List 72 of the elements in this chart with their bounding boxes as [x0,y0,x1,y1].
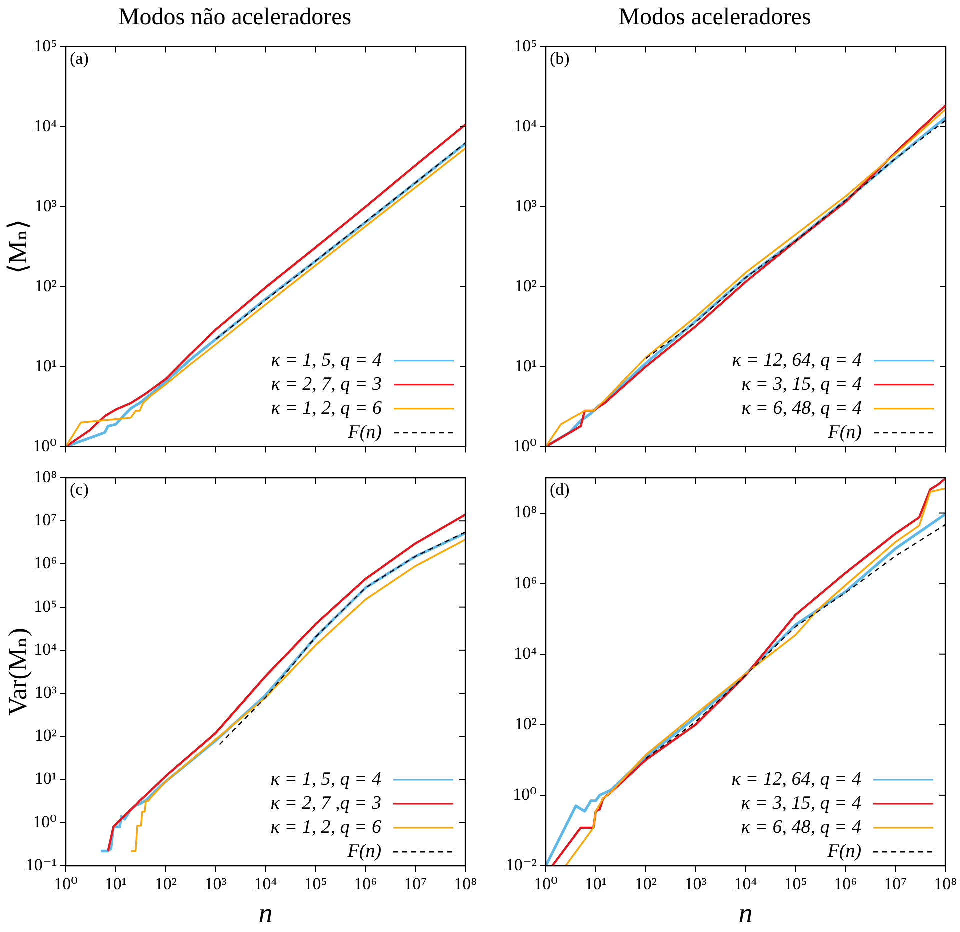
y-axis-title: Var(Mₙ) [3,628,32,716]
legend-label: F(n) [346,841,382,862]
x-axis-title: n [258,898,273,930]
x-tick-label: 10⁵ [784,874,808,894]
y-tick-label: 10⁵ [34,596,58,616]
y-tick-label: 10² [514,714,537,734]
y-tick-label: 10³ [514,196,537,216]
y-tick-label: 10⁷ [34,510,58,530]
x-tick-label: 10¹ [104,874,127,894]
chart-title: Modos aceleradores [618,4,812,31]
y-tick-label: 10⁸ [34,467,58,486]
y-tick-label: 10² [514,276,537,296]
y-tick-label: 10⁴ [34,116,58,136]
chart-title: Modos não aceleradores [118,4,352,31]
x-axis-title: n [738,898,753,930]
x-tick-label: 10⁷ [404,874,428,894]
y-tick-label: 10⁴ [514,644,538,663]
y-tick-label: 10² [34,726,57,746]
x-tick-label: 10⁴ [254,874,278,894]
y-tick-label: 10⁵ [514,36,538,56]
x-tick-label: 10⁰ [54,874,78,894]
y-tick-label: 10¹ [34,356,57,376]
y-tick-label: 10¹ [34,769,57,788]
y-tick-label: 10⁴ [34,640,58,659]
x-tick-label: 10¹ [584,874,607,894]
x-tick-label: 10⁴ [734,874,758,894]
y-tick-label: 10⁵ [34,36,58,56]
legend-label: F(n) [826,841,862,862]
legend-label: F(n) [347,422,382,443]
x-tick-label: 10⁷ [884,874,908,894]
y-tick-label: 10⁶ [514,573,538,592]
legend-label: κ = 1, 5, q = 4 [270,769,382,790]
y-tick-label: 10⁰ [513,784,538,804]
x-tick-label: 10² [634,874,657,894]
annotation: (c) [70,480,89,499]
y-tick-label: 10⁰ [33,812,58,832]
x-tick-label: 10⁸ [454,874,478,894]
legend-label: κ = 2, 7, q = 3 [271,374,382,395]
legend-label: κ = 12, 64, q = 4 [732,769,862,790]
annotation: (d) [550,480,570,499]
annotation: (b) [550,48,570,68]
x-tick-label: 10⁰ [534,874,558,894]
y-tick-label: 10⁻² [506,855,537,874]
legend-label: κ = 1, 2, q = 6 [271,398,382,419]
legend-label: κ = 6, 48, q = 4 [742,398,862,419]
y-tick-label: 10⁰ [513,436,538,456]
y-tick-label: 10³ [34,196,57,216]
x-tick-label: 10⁵ [304,874,328,894]
y-tick-label: 10⁻¹ [26,855,57,874]
x-tick-label: 10⁶ [834,874,858,894]
x-tick-label: 10² [154,874,177,894]
legend-label: κ = 3, 15, q = 4 [741,793,862,814]
y-tick-label: 10¹ [514,356,537,376]
x-tick-label: 10⁶ [354,874,378,894]
legend-label: κ = 2, 7 ,q = 3 [270,793,382,814]
y-tick-label: 10⁰ [33,436,58,456]
legend-label: F(n) [827,422,862,443]
legend-label: κ = 1, 5, q = 4 [271,350,382,371]
legend-label: κ = 12, 64, q = 4 [732,350,862,371]
x-tick-label: 10³ [204,874,227,894]
y-tick-label: 10⁴ [514,116,538,136]
x-tick-label: 10³ [684,874,707,894]
y-tick-label: 10⁸ [514,502,538,522]
y-tick-label: 10² [34,276,57,296]
x-tick-label: 10⁸ [934,874,958,894]
legend-label: κ = 1, 2, q = 6 [270,817,382,838]
legend-label: κ = 3, 15, q = 4 [742,374,862,395]
y-tick-label: 10⁶ [34,554,58,573]
legend-label: κ = 6, 48, q = 4 [741,817,862,838]
y-axis-title: ⟨Mₙ⟩ [3,219,32,274]
annotation: (a) [70,48,89,68]
y-tick-label: 10³ [34,683,57,702]
